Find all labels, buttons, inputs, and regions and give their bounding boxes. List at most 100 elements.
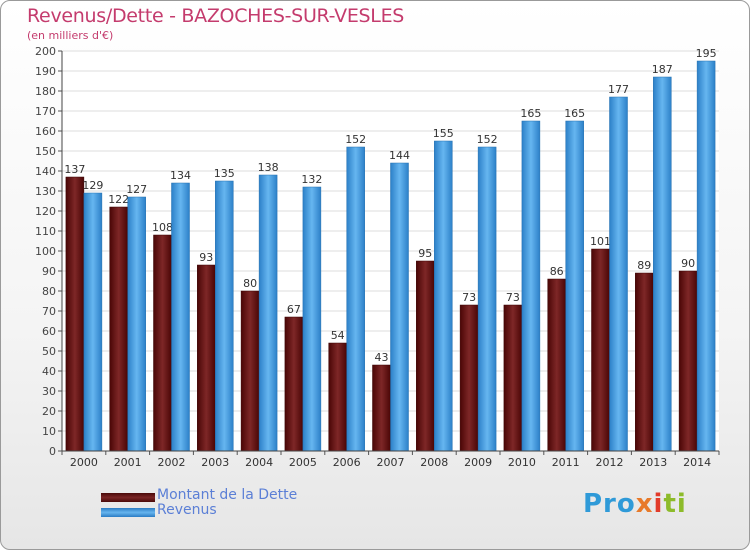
x-tick-label: 2011 xyxy=(552,456,580,469)
data-label-dette: 73 xyxy=(462,291,476,304)
x-tick-label: 2000 xyxy=(70,456,98,469)
y-tick-label: 110 xyxy=(35,225,56,238)
bar-dette xyxy=(416,260,435,452)
legend-label-dette: Montant de la Dette xyxy=(157,487,298,503)
bar-revenus xyxy=(171,182,190,452)
bar-revenus xyxy=(127,196,146,452)
data-label-revenus: 152 xyxy=(345,133,366,146)
bar-dette xyxy=(591,248,610,452)
bar-dette xyxy=(459,304,479,452)
legend-swatch-revenus xyxy=(101,508,155,517)
x-tick-label: 2008 xyxy=(420,456,448,469)
bar-dette xyxy=(547,278,566,452)
bar-dette xyxy=(328,342,347,452)
bar-dette xyxy=(240,290,260,452)
bar-dette xyxy=(109,206,128,452)
x-tick-label: 2009 xyxy=(464,456,492,469)
bar-revenus xyxy=(302,186,322,452)
bar-revenus xyxy=(609,96,628,452)
bar-revenus xyxy=(215,180,234,452)
legend-label-revenus: Revenus xyxy=(157,502,217,518)
x-tick-label: 2014 xyxy=(683,456,711,469)
data-label-dette: 122 xyxy=(108,193,129,206)
data-label-dette: 137 xyxy=(64,163,85,176)
data-label-dette: 86 xyxy=(550,265,564,278)
bar-revenus xyxy=(477,146,497,452)
bar-dette xyxy=(372,364,391,452)
bar-dette xyxy=(284,316,304,452)
bar-revenus xyxy=(346,146,365,452)
bar-dette xyxy=(65,176,85,452)
data-label-revenus: 135 xyxy=(214,167,235,180)
x-tick-label: 2007 xyxy=(377,456,405,469)
data-label-revenus: 187 xyxy=(652,63,673,76)
bar-dette xyxy=(635,272,654,452)
data-label-dette: 108 xyxy=(152,221,173,234)
data-label-revenus: 144 xyxy=(389,149,410,162)
data-label-revenus: 155 xyxy=(433,127,454,140)
bar-revenus xyxy=(653,76,672,452)
y-tick-label: 30 xyxy=(42,385,56,398)
y-tick-label: 60 xyxy=(42,325,56,338)
y-tick-label: 20 xyxy=(42,405,56,418)
y-tick-label: 0 xyxy=(49,445,56,458)
data-label-dette: 93 xyxy=(199,251,213,264)
y-tick-label: 50 xyxy=(42,345,56,358)
data-label-dette: 95 xyxy=(418,247,432,260)
data-label-revenus: 177 xyxy=(608,83,629,96)
x-tick-label: 2012 xyxy=(596,456,624,469)
data-label-revenus: 165 xyxy=(564,107,585,120)
y-tick-label: 200 xyxy=(35,45,56,58)
data-label-revenus: 165 xyxy=(520,107,541,120)
data-label-revenus: 195 xyxy=(696,47,717,60)
bar-revenus xyxy=(83,192,103,452)
data-label-dette: 89 xyxy=(637,259,651,272)
data-label-dette: 90 xyxy=(681,257,695,270)
proxiti-logo: Proxiti xyxy=(583,489,687,519)
data-label-dette: 43 xyxy=(375,351,389,364)
logo-part: i xyxy=(653,489,664,519)
bar-revenus xyxy=(565,120,584,452)
data-label-revenus: 134 xyxy=(170,169,191,182)
x-tick-label: 2013 xyxy=(639,456,667,469)
y-tick-label: 80 xyxy=(42,285,56,298)
data-label-dette: 67 xyxy=(287,303,301,316)
data-label-dette: 73 xyxy=(506,291,520,304)
data-label-revenus: 127 xyxy=(126,183,147,196)
x-tick-label: 2005 xyxy=(289,456,317,469)
logo-part: ti xyxy=(663,489,687,519)
x-tick-label: 2006 xyxy=(333,456,361,469)
data-label-revenus: 129 xyxy=(82,179,103,192)
chart-title: Revenus/Dette - BAZOCHES-SUR-VESLES xyxy=(27,5,405,27)
x-tick-label: 2002 xyxy=(158,456,186,469)
bar-revenus xyxy=(696,60,716,452)
x-tick-label: 2010 xyxy=(508,456,536,469)
logo-part: x xyxy=(635,489,654,519)
y-tick-label: 190 xyxy=(35,65,56,78)
y-tick-label: 70 xyxy=(42,305,56,318)
data-label-revenus: 138 xyxy=(258,161,279,174)
y-tick-label: 100 xyxy=(35,245,56,258)
legend-swatch-dette xyxy=(101,493,155,502)
data-label-dette: 101 xyxy=(590,235,611,248)
axis-layer: 0 10 20 30 40 50 60 70 80 90 100 110 120 130 140 150 160… xyxy=(35,45,720,469)
bar-revenus xyxy=(258,174,278,452)
bar-dette xyxy=(503,304,523,452)
bar-dette xyxy=(678,270,698,452)
x-tick-label: 2001 xyxy=(114,456,142,469)
bar-dette xyxy=(153,234,172,452)
y-tick-label: 160 xyxy=(35,125,56,138)
x-tick-label: 2004 xyxy=(245,456,273,469)
y-tick-label: 140 xyxy=(35,165,56,178)
y-tick-label: 10 xyxy=(42,425,56,438)
bar-revenus xyxy=(521,120,541,452)
y-tick-label: 170 xyxy=(35,105,56,118)
bar-revenus xyxy=(434,140,453,452)
y-tick-label: 180 xyxy=(35,85,56,98)
bar-revenus xyxy=(390,162,409,452)
x-tick-label: 2003 xyxy=(201,456,229,469)
y-tick-label: 120 xyxy=(35,205,56,218)
